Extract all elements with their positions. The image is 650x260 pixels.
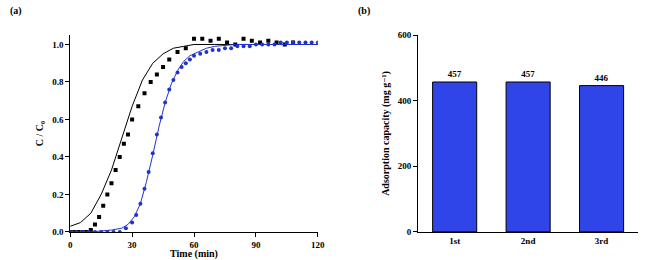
svg-text:0: 0 [68,240,73,250]
svg-text:2nd: 2nd [521,236,536,246]
svg-text:(a): (a) [10,5,22,17]
svg-text:90: 90 [251,240,261,250]
svg-text:0.2: 0.2 [52,190,64,200]
svg-text:60: 60 [190,240,200,250]
svg-text:0.6: 0.6 [52,115,64,125]
svg-text:457: 457 [521,69,535,79]
svg-text:457: 457 [448,69,462,79]
svg-text:30: 30 [128,240,138,250]
svg-text:(b): (b) [358,5,370,17]
svg-text:200: 200 [398,161,412,171]
svg-text:1st: 1st [449,236,460,246]
svg-text:3rd: 3rd [595,236,609,246]
svg-text:1.0: 1.0 [52,40,64,50]
svg-text:600: 600 [398,30,412,40]
svg-text:Time (min): Time (min) [170,248,218,260]
svg-text:400: 400 [398,96,412,106]
svg-text:446: 446 [595,73,609,83]
svg-text:C / C₀: C / C₀ [34,121,45,146]
svg-text:0.4: 0.4 [52,152,64,162]
svg-text:120: 120 [311,240,325,250]
svg-text:Adsorption capacity (mg g⁻¹): Adsorption capacity (mg g⁻¹) [380,71,392,196]
svg-text:0.8: 0.8 [52,77,64,87]
svg-text:0.0: 0.0 [52,227,64,237]
svg-text:0: 0 [407,227,412,237]
